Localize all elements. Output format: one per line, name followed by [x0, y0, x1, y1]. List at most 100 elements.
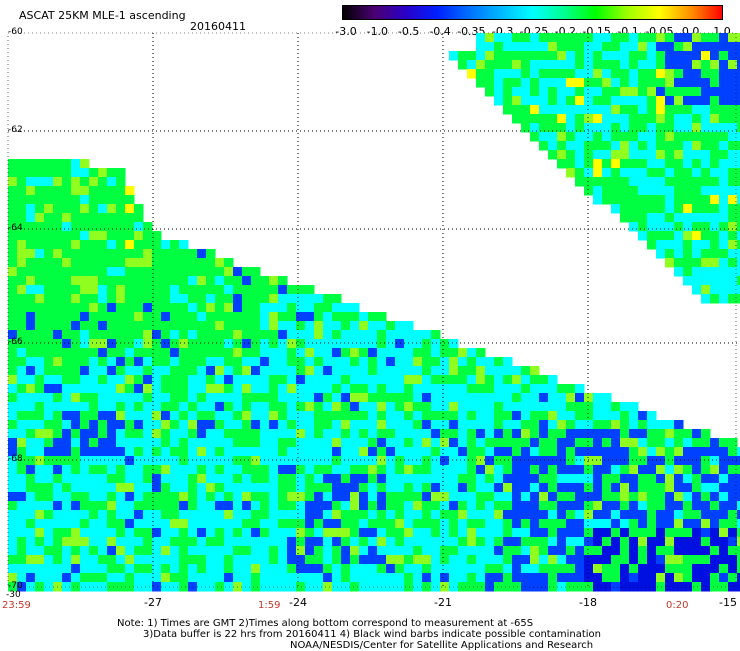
wind-cell [215, 348, 225, 358]
wind-cell [287, 537, 297, 547]
wind-cell [656, 186, 666, 196]
wind-cell [647, 132, 657, 142]
wind-cell [8, 564, 18, 574]
wind-cell [449, 420, 459, 430]
wind-cell [314, 357, 324, 367]
wind-cell [665, 51, 675, 61]
wind-cell [656, 582, 666, 592]
wind-cell [692, 465, 702, 475]
wind-cell [674, 204, 684, 214]
wind-cell [737, 546, 740, 556]
wind-cell [278, 366, 288, 376]
wind-cell [665, 240, 675, 250]
wind-cell [224, 573, 234, 583]
wind-cell [377, 438, 387, 448]
wind-cell [296, 420, 306, 430]
wind-cell [593, 393, 603, 403]
wind-cell [17, 249, 27, 259]
wind-cell [683, 501, 693, 511]
wind-cell [647, 429, 657, 439]
wind-cell [332, 366, 342, 376]
wind-cell [386, 492, 396, 502]
wind-cell [629, 150, 639, 160]
wind-cell [485, 60, 495, 70]
wind-cell [35, 456, 45, 466]
wind-cell [251, 582, 261, 592]
wind-cell [197, 330, 207, 340]
wind-cell [116, 249, 126, 259]
wind-cell [188, 276, 198, 286]
wind-cell [98, 510, 108, 520]
wind-cell [575, 492, 585, 502]
wind-cell [152, 438, 162, 448]
wind-cell [53, 393, 63, 403]
wind-cell [215, 411, 225, 421]
wind-cell [251, 501, 261, 511]
wind-cell [341, 429, 351, 439]
wind-cell [80, 465, 90, 475]
wind-cell [548, 420, 558, 430]
wind-cell [17, 348, 27, 358]
wind-cell [521, 42, 531, 52]
wind-cell [701, 123, 711, 133]
wind-cell [458, 537, 468, 547]
wind-cell [431, 330, 441, 340]
wind-cell [548, 456, 558, 466]
wind-cell [62, 375, 72, 385]
wind-cell [170, 366, 180, 376]
wind-cell [116, 366, 126, 376]
wind-cell [44, 420, 54, 430]
wind-cell [188, 573, 198, 583]
wind-cell [242, 348, 252, 358]
wind-cell [89, 375, 99, 385]
wind-cell [701, 447, 711, 457]
wind-cell [467, 420, 477, 430]
wind-cell [125, 420, 135, 430]
wind-cell [692, 114, 702, 124]
wind-cell [710, 114, 720, 124]
wind-cell [44, 357, 54, 367]
wind-cell [719, 546, 729, 556]
wind-cell [242, 420, 252, 430]
wind-cell [26, 438, 36, 448]
wind-cell [665, 492, 675, 502]
wind-cell [44, 582, 54, 592]
wind-cell [692, 78, 702, 88]
wind-cell [638, 42, 648, 52]
wind-cell [71, 357, 81, 367]
wind-cell [728, 168, 738, 178]
wind-cell [143, 222, 153, 232]
wind-cell [80, 240, 90, 250]
wind-cell [368, 573, 378, 583]
wind-cell [539, 492, 549, 502]
wind-cell [701, 258, 711, 268]
wind-cell [152, 492, 162, 502]
wind-cell [296, 348, 306, 358]
wind-cell [683, 258, 693, 268]
wind-cell [188, 375, 198, 385]
lon-label: -21 [434, 596, 452, 609]
wind-cell [251, 519, 261, 529]
wind-cell [71, 330, 81, 340]
wind-cell [737, 114, 740, 124]
wind-cell [395, 447, 405, 457]
wind-cell [278, 348, 288, 358]
wind-cell [611, 519, 621, 529]
wind-cell [71, 447, 81, 457]
wind-cell [161, 465, 171, 475]
wind-cell [116, 303, 126, 313]
wind-cell [629, 69, 639, 79]
wind-cell [593, 456, 603, 466]
wind-cell [341, 420, 351, 430]
wind-cell [260, 501, 270, 511]
wind-cell [233, 573, 243, 583]
wind-cell [620, 60, 630, 70]
wind-cell [107, 438, 117, 448]
wind-cell [593, 96, 603, 106]
wind-cell [737, 240, 740, 250]
wind-cell [404, 537, 414, 547]
wind-cell [692, 51, 702, 61]
wind-cell [269, 366, 279, 376]
wind-cell [638, 465, 648, 475]
wind-cell [467, 519, 477, 529]
